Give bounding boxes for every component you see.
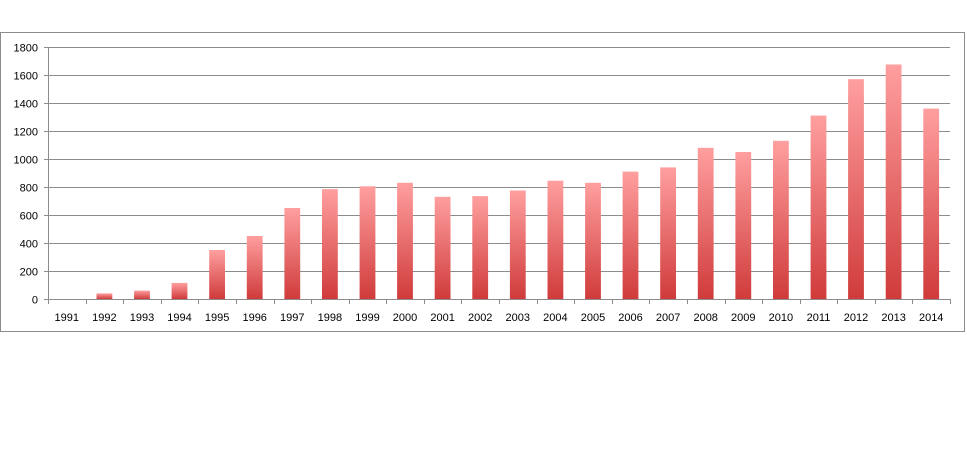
x-tick-label: 2000	[393, 312, 417, 324]
x-tick-label: 2014	[919, 312, 943, 324]
bar-2003	[509, 190, 526, 299]
bar-1998	[322, 189, 338, 299]
x-tick-label: 2008	[693, 312, 717, 324]
x-tick-label: 1991	[55, 312, 79, 324]
x-tick-label: 2013	[881, 312, 905, 324]
bar-1993	[134, 290, 150, 299]
y-tick-labels: 0 200 400 600 800 1000 1200 1400 1600 1800	[14, 43, 38, 307]
x-tick-label: 1994	[167, 312, 191, 324]
y-tick-label: 200	[20, 267, 38, 279]
x-tick-label: 1995	[205, 312, 229, 324]
x-tick-label: 2010	[769, 312, 793, 324]
x-tick-label: 1998	[318, 312, 342, 324]
y-tick-label: 1600	[14, 71, 38, 83]
x-tick-label: 1997	[280, 312, 304, 324]
x-tick-labels: 1991 1992 1993 1994 1995 1996 1997 1998 1999 2000…	[55, 312, 944, 324]
axes	[48, 47, 951, 304]
bar-2009	[735, 152, 752, 299]
x-tick-label: 1992	[92, 312, 116, 324]
bar-2001	[434, 196, 451, 299]
y-tick-label: 1800	[14, 43, 38, 55]
x-tick-label: 1996	[242, 312, 266, 324]
gridlines	[44, 47, 950, 300]
bar-2002	[472, 196, 489, 299]
x-tick-label: 2006	[618, 312, 642, 324]
x-tick-label: 2011	[807, 312, 831, 324]
bar-2008	[697, 147, 714, 299]
y-tick-label: 0	[32, 295, 38, 307]
bar-1994	[171, 282, 188, 299]
bar-2014	[923, 108, 940, 299]
y-tick-label: 800	[20, 183, 38, 195]
bar-2007	[660, 167, 676, 299]
bar-2012	[848, 79, 864, 299]
x-tick-label: 1999	[355, 312, 379, 324]
bar-1996	[246, 236, 263, 299]
bar-1997	[284, 208, 301, 299]
bars	[96, 64, 940, 299]
bar-1995	[209, 250, 225, 299]
bar-1999	[359, 186, 376, 299]
bar-2000	[397, 182, 413, 299]
y-tick-label: 400	[20, 239, 38, 251]
x-tick-label: 2007	[656, 312, 680, 324]
x-tick-label: 2005	[581, 312, 605, 324]
x-tick-label: 2002	[468, 312, 492, 324]
bar-2013	[885, 64, 902, 299]
y-tick-label: 1000	[14, 155, 38, 167]
bar-2011	[810, 115, 827, 299]
x-tick-label: 2003	[506, 312, 530, 324]
y-tick-label: 600	[20, 211, 38, 223]
bar-2006	[622, 171, 639, 299]
bar-2004	[547, 180, 564, 299]
y-tick-label: 1200	[14, 127, 38, 139]
x-tick-label: 2009	[731, 312, 755, 324]
bar-1992	[96, 293, 113, 299]
x-tick-label: 2012	[844, 312, 868, 324]
bar-2005	[585, 182, 601, 299]
bar-2010	[773, 140, 789, 299]
x-tick-label: 2004	[543, 312, 567, 324]
y-tick-label: 1400	[14, 99, 38, 111]
x-tick-label: 1993	[130, 312, 154, 324]
x-tick-label: 2001	[430, 312, 454, 324]
